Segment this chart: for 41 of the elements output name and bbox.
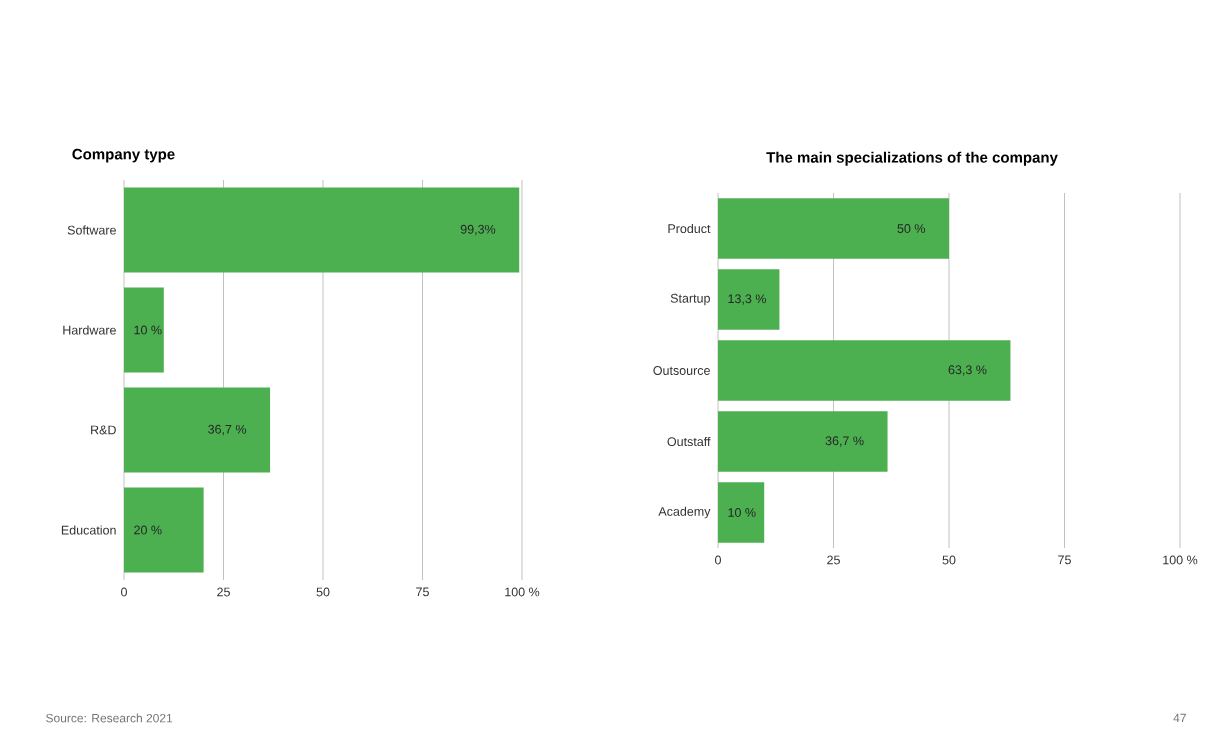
bar [718, 411, 888, 472]
data-label: 10 % [134, 325, 162, 335]
text: 47 [1173, 713, 1186, 723]
y-tick-label: Startup [670, 293, 710, 306]
data-label: 20 % [134, 525, 162, 535]
y-tick-label: Software [67, 225, 116, 235]
bar [124, 187, 520, 273]
x-tick-label: 0 [715, 555, 721, 565]
x-tick-label: 25 [217, 587, 230, 597]
y-tick-label: Product [668, 223, 711, 234]
y-tick-label: Outsource [653, 366, 710, 375]
data-label: 63,3 % [948, 365, 987, 376]
source-note: Source: Research 2021 [46, 713, 173, 723]
x-tick-label: 50 [942, 555, 956, 565]
data-label: 36,7 % [825, 436, 864, 447]
data-label: 36,7 % [208, 424, 247, 436]
bar [718, 269, 780, 330]
y-tick-label: Education [61, 525, 116, 535]
y-tick-label: Hardware [63, 325, 116, 335]
data-label: 13,3 % [728, 294, 766, 305]
bar [718, 198, 949, 259]
bar [124, 487, 204, 573]
bar [718, 340, 1011, 401]
x-tick-label: 50 [316, 587, 330, 597]
data-label: 10 % [728, 508, 756, 517]
data-label: 99,3% [460, 224, 496, 236]
y-tick-label: Academy [658, 506, 711, 519]
y-tick-label: R&D [91, 425, 116, 435]
bar [718, 482, 765, 543]
y-tick-label: Outstaff [667, 436, 711, 447]
x-tick-label: 75 [1058, 555, 1071, 565]
x-tick-label: 0 [121, 587, 127, 597]
bar [124, 287, 164, 373]
bar [124, 387, 271, 473]
x-tick-label: 75 [416, 587, 429, 597]
data-label: 50 % [897, 224, 926, 233]
x-tick-label: 100 % [1163, 555, 1198, 565]
x-tick-label: 100 % [505, 587, 540, 597]
x-tick-label: 25 [827, 555, 840, 565]
chart-title: Company type [72, 148, 175, 163]
chart-title: The main specializations of the company [766, 151, 1058, 166]
